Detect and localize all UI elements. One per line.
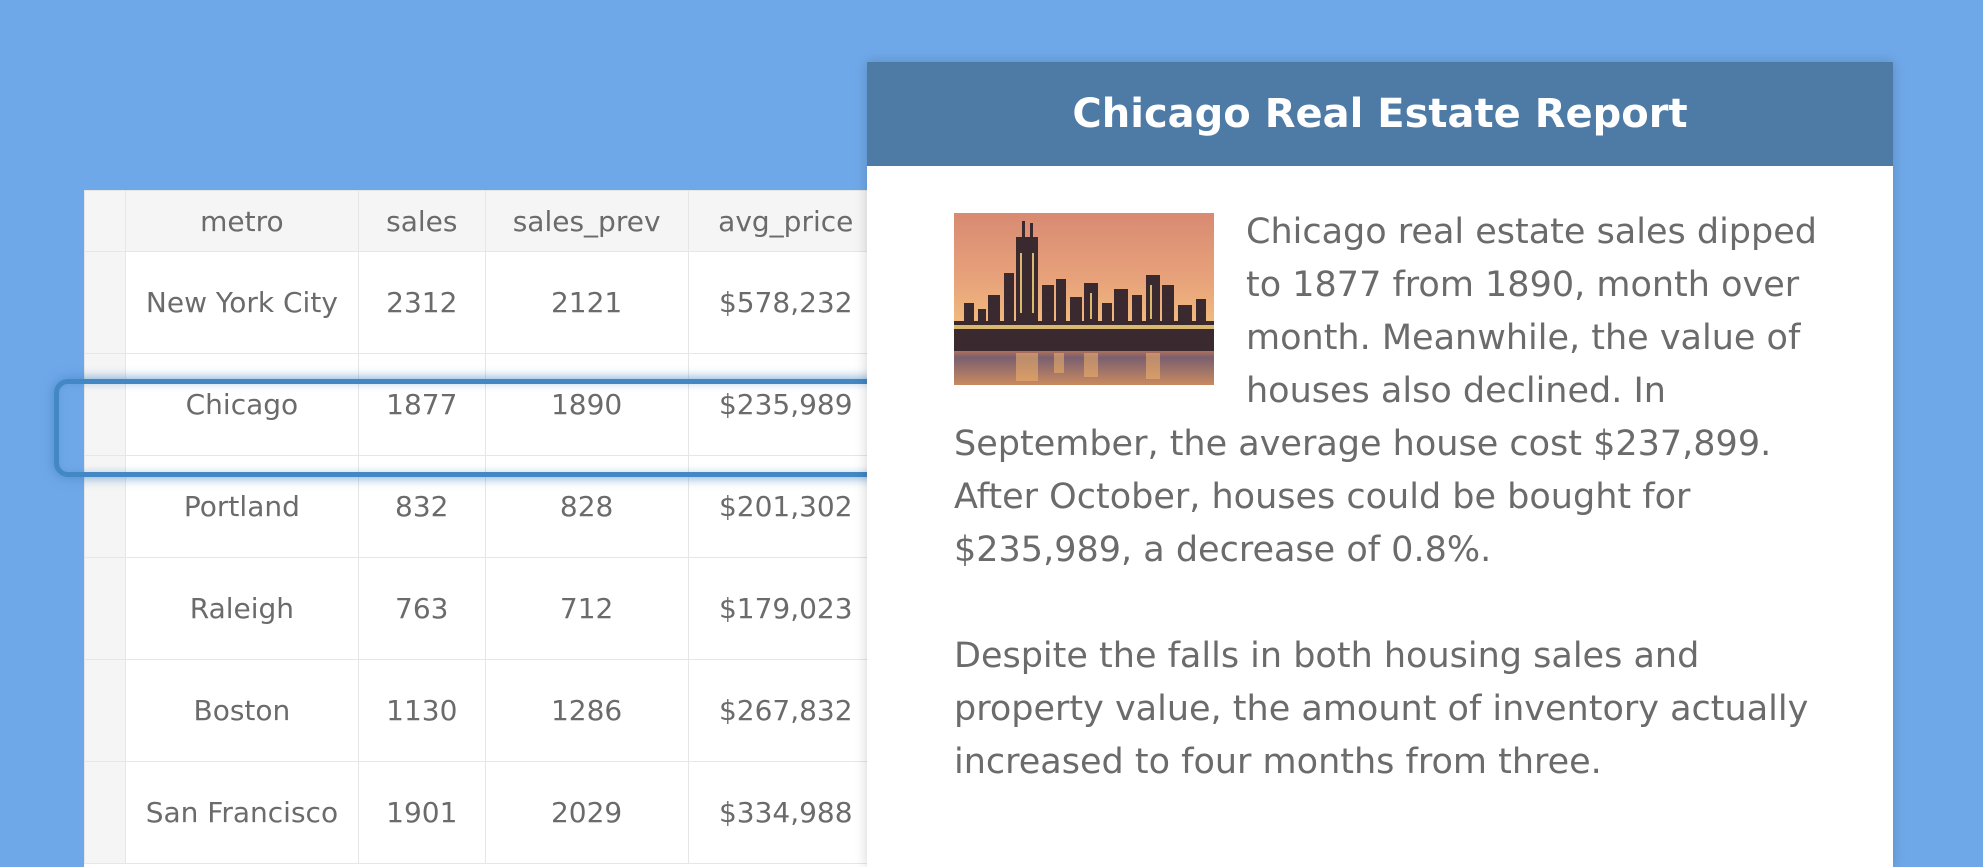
cell-sales-prev[interactable]: 712 <box>484 557 689 660</box>
cell-sales-prev[interactable]: 1286 <box>484 659 689 762</box>
row-gutter <box>84 761 126 864</box>
row-gutter <box>84 659 126 762</box>
chicago-skyline-image <box>954 213 1214 385</box>
table-row[interactable]: San Francisco 1901 2029 $334,988 <box>84 761 884 864</box>
column-header-sales-prev[interactable]: sales_prev <box>484 190 689 252</box>
report-paragraph: Chicago real estate sales dipped to 1877… <box>954 212 1817 570</box>
table-header-row: metro sales sales_prev avg_price <box>84 190 884 252</box>
cell-sales[interactable]: 763 <box>357 557 486 660</box>
table-row[interactable]: Raleigh 763 712 $179,023 <box>84 557 884 660</box>
cell-metro[interactable]: San Francisco <box>124 761 359 864</box>
cell-avg-price[interactable]: $334,988 <box>687 761 884 864</box>
column-header-sales[interactable]: sales <box>357 190 486 252</box>
cell-metro[interactable]: Boston <box>124 659 359 762</box>
report-title: Chicago Real Estate Report <box>1072 91 1688 137</box>
cell-avg-price[interactable]: $179,023 <box>687 557 884 660</box>
report-panel: Chicago Real Estate Report <box>867 62 1893 867</box>
column-header-metro[interactable]: metro <box>124 190 359 252</box>
report-body: Chicago real estate sales dipped to 1877… <box>867 166 1893 789</box>
report-header: Chicago Real Estate Report <box>867 62 1893 166</box>
row-gutter <box>84 557 126 660</box>
cell-sales[interactable]: 1901 <box>357 761 486 864</box>
cell-avg-price[interactable]: $578,232 <box>687 251 884 354</box>
cell-sales-prev[interactable]: 2029 <box>484 761 689 864</box>
chicago-row-highlight <box>54 379 934 477</box>
cell-sales[interactable]: 1130 <box>357 659 486 762</box>
cell-metro[interactable]: Chicago <box>124 353 359 456</box>
cell-metro[interactable]: New York City <box>124 251 359 354</box>
cell-sales[interactable]: 2312 <box>357 251 486 354</box>
metro-sales-table: metro sales sales_prev avg_price New Yor… <box>84 190 884 864</box>
table-row[interactable]: New York City 2312 2121 $578,232 <box>84 251 884 354</box>
cell-avg-price[interactable]: $267,832 <box>687 659 884 762</box>
row-gutter-header <box>84 190 126 252</box>
cell-sales-prev[interactable]: 2121 <box>484 251 689 354</box>
row-gutter <box>84 353 126 456</box>
data-table-panel: metro sales sales_prev avg_price New Yor… <box>84 190 884 867</box>
cell-metro[interactable]: Raleigh <box>124 557 359 660</box>
column-header-avg-price[interactable]: avg_price <box>687 190 884 252</box>
row-gutter <box>84 251 126 354</box>
report-paragraph: Despite the falls in both housing sales … <box>954 636 1809 782</box>
table-row[interactable]: Boston 1130 1286 $267,832 <box>84 659 884 762</box>
skyline-icon <box>954 221 1214 381</box>
cell-sales[interactable]: 1877 <box>357 353 486 456</box>
